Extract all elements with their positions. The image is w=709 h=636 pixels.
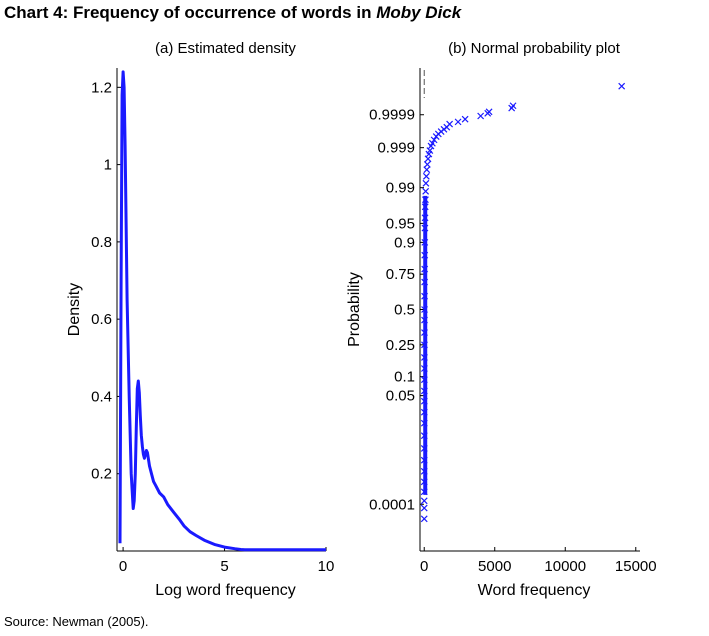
probability-point [446,120,454,128]
probability-panel-title: (b) Normal probability plot [448,40,621,57]
probability-point [509,102,517,110]
probability-point [421,316,428,324]
probability-point [420,497,428,505]
probability-point [420,515,428,523]
density-y-tick-label: 0.6 [91,311,112,328]
probability-point [421,238,429,246]
probability-point [421,278,429,286]
probability-point [420,397,428,405]
chart-title-text: Chart 4: Frequency of occurrence of word… [4,3,377,22]
probability-point [420,376,428,384]
probability-point [420,408,428,416]
density-y-tick-label: 0.8 [91,234,112,251]
chart-title-italic: Moby Dick [376,3,462,22]
density-x-axis-label: Log word frequency [155,582,296,599]
probability-point [421,329,428,336]
probability-point [423,160,431,168]
chart-title: Chart 4: Frequency of occurrence of word… [4,3,461,23]
probability-point [421,354,428,361]
probability-point [477,112,485,120]
density-panel-title: (a) Estimated density [155,40,296,57]
density-y-tick-label: 1.2 [91,79,112,96]
probability-point [420,444,428,452]
probability-point [428,139,436,147]
density-curve [118,70,326,552]
probability-point [420,467,428,475]
probability-point [420,478,428,486]
density-y-tick-label: 0.4 [91,388,112,405]
probability-y-tick-label: 0.25 [386,337,415,354]
probability-x-tick-label: 5000 [478,558,511,575]
probability-y-tick-label: 0.9 [394,234,415,251]
probability-point [421,306,428,313]
probability-y-tick-label: 0.0001 [369,496,415,513]
probability-point [421,341,428,349]
probability-point [422,172,430,180]
probability-point [430,136,438,144]
probability-x-tick-label: 15000 [615,558,657,575]
probability-y-tick-label: 0.1 [394,369,415,386]
probability-point [421,203,429,211]
density-panel: (a) Estimated density 0.2 0.4 0.6 0.8 1 1.2 0 5 1… [66,40,334,599]
probability-point [420,387,428,395]
probability-point [420,456,428,464]
probability-point [421,265,429,273]
probability-point [422,196,429,204]
probability-point [421,292,429,300]
density-y-axis-label: Density [66,283,83,336]
probability-y-tick-label: 0.9999 [369,107,415,124]
probability-point [421,214,429,222]
probability-point [420,432,428,440]
probability-x-axis-label: Word frequency [478,582,591,599]
probability-point [422,179,430,187]
probability-point [421,251,429,259]
probability-y-tick-label: 0.95 [386,215,415,232]
probability-point [454,118,462,126]
density-x-tick-label: 5 [220,558,228,575]
probability-point [618,82,626,90]
probability-point [420,419,428,427]
probability-y-tick-label: 0.999 [377,140,415,157]
probability-point [461,115,469,123]
probability-point [422,187,430,195]
probability-point [485,108,493,116]
probability-panel: (b) Normal probability plot 0.0001 0.05 0.1… [346,40,657,599]
probability-point [420,504,428,512]
density-x-tick-label: 0 [119,558,127,575]
density-x-tick-label: 10 [318,558,335,575]
probability-y-tick-label: 0.75 [386,266,415,283]
probability-y-axis-label: Probability [346,272,363,347]
probability-x-tick-label: 0 [420,558,428,575]
density-y-tick-label: 0.2 [91,466,112,483]
source-note: Source: Newman (2005). [4,614,149,629]
probability-y-tick-label: 0.05 [386,388,415,405]
probability-y-tick-label: 0.5 [394,302,415,319]
density-y-tick-label: 1 [104,157,112,174]
probability-point [420,488,428,496]
probability-y-tick-label: 0.99 [386,180,415,197]
probability-point [421,224,429,232]
probability-x-tick-label: 10000 [544,558,586,575]
probability-point [420,365,428,372]
